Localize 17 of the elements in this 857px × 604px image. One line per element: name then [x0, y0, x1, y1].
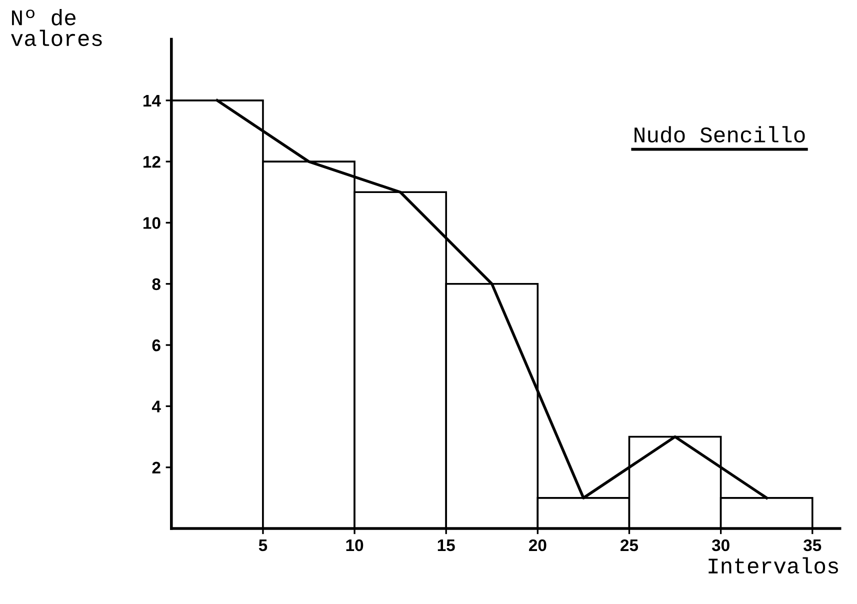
- y-tick-label: 6: [152, 339, 160, 352]
- x-axis-title: Intervalos: [708, 557, 838, 574]
- y-axis-title: Nº de valores: [11, 9, 102, 46]
- x-tick-label: 20: [528, 539, 546, 552]
- y-tick-label: 8: [152, 278, 160, 290]
- x-tick-label: 5: [258, 540, 268, 552]
- y-tick-label: 10: [143, 217, 160, 229]
- y-tick-label: 12: [143, 156, 160, 168]
- y-tick-label: 4: [152, 400, 161, 412]
- y-tick-label: 14: [143, 94, 161, 106]
- x-tick-label: 35: [804, 539, 822, 552]
- x-tick-label: 15: [438, 540, 455, 552]
- x-tick-label: 30: [712, 539, 730, 552]
- x-tick-label: 25: [620, 539, 638, 552]
- text: Nudo Sencillo: [634, 126, 805, 143]
- x-tick-label: 10: [346, 539, 364, 552]
- y-tick-label: 2: [152, 462, 160, 474]
